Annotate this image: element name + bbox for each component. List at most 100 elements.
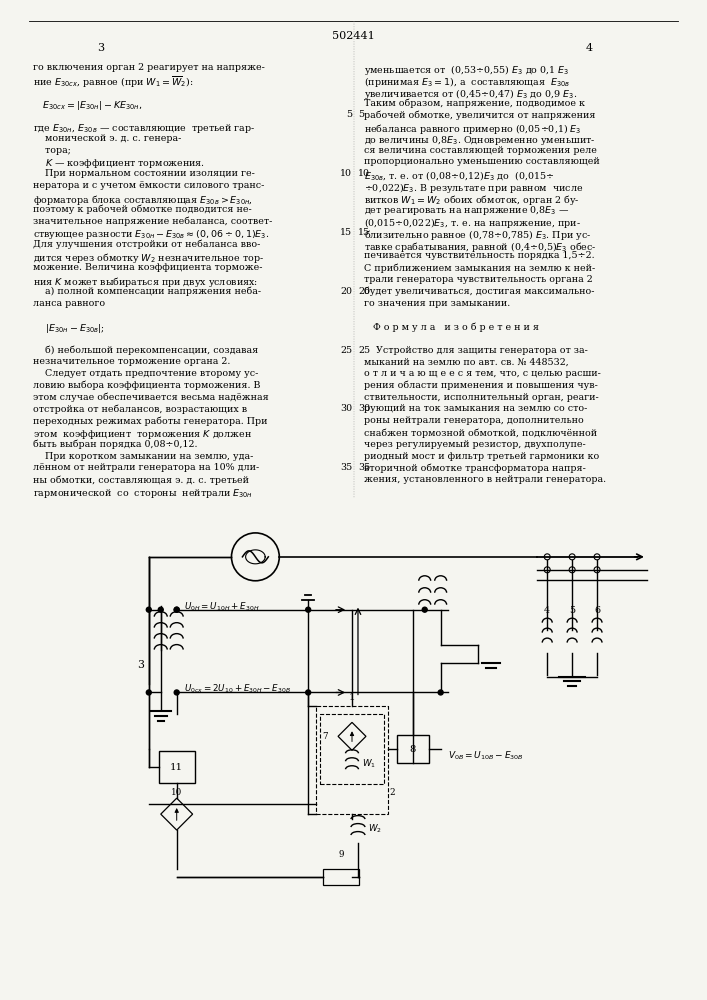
Text: рения области применения и повышения чув-: рения области применения и повышения чув… bbox=[364, 381, 598, 390]
Circle shape bbox=[422, 607, 427, 612]
Text: $E_{30в}$, т. е. от (0,08÷0,12)$E_3$ до  (0,015÷: $E_{30в}$, т. е. от (0,08÷0,12)$E_3$ до … bbox=[364, 169, 554, 182]
Text: этом случае обеспечивается весьма надёжная: этом случае обеспечивается весьма надёжн… bbox=[33, 393, 269, 402]
Text: ния $K$ может выбираться при двух условиях:: ния $K$ может выбираться при двух услови… bbox=[33, 275, 258, 289]
Text: 35: 35 bbox=[340, 463, 352, 472]
Text: Следует отдать предпочтение второму ус-: Следует отдать предпочтение второму ус- bbox=[33, 369, 259, 378]
Text: Для улучшения отстройки от небаланса вво-: Для улучшения отстройки от небаланса вво… bbox=[33, 240, 261, 249]
Circle shape bbox=[305, 690, 310, 695]
Text: $K$ — коэффициент торможения.: $K$ — коэффициент торможения. bbox=[33, 157, 205, 170]
Text: гармонической  со  стороны  нейтрали $E_{30н}$: гармонической со стороны нейтрали $E_{30… bbox=[33, 487, 253, 500]
Text: 30: 30 bbox=[340, 404, 352, 413]
Text: 1: 1 bbox=[349, 693, 355, 702]
Text: незначительное торможение органа 2.: незначительное торможение органа 2. bbox=[33, 357, 230, 366]
Text: 502441: 502441 bbox=[332, 31, 375, 41]
Text: 5: 5 bbox=[358, 110, 364, 119]
Text: отстройка от небалансов, возрастающих в: отстройка от небалансов, возрастающих в bbox=[33, 404, 247, 414]
Text: 8: 8 bbox=[409, 745, 416, 754]
Text: до величины 0,8$E_3$. Одновременно уменьшит-: до величины 0,8$E_3$. Одновременно умень… bbox=[364, 134, 595, 147]
Text: 9: 9 bbox=[338, 850, 344, 859]
Text: близительно равное (0,78÷0,785) $E_3$. При ус-: близительно равное (0,78÷0,785) $E_3$. П… bbox=[364, 228, 591, 242]
Text: 2: 2 bbox=[390, 788, 395, 797]
Text: значительное напряжение небаланса, соответ-: значительное напряжение небаланса, соотв… bbox=[33, 216, 273, 226]
Text: 10: 10 bbox=[171, 788, 182, 797]
Text: 25: 25 bbox=[358, 346, 370, 355]
Text: дится через обмотку $W_2$ незначительное тор-: дится через обмотку $W_2$ незначительное… bbox=[33, 251, 264, 265]
Text: При нормальном состоянии изоляции ге-: При нормальном состоянии изоляции ге- bbox=[33, 169, 255, 178]
Text: форматора блока составляющая $E_{30в} > E_{30н}$,: форматора блока составляющая $E_{30в} > … bbox=[33, 193, 253, 207]
Text: поэтому к рабочей обмотке подводится не-: поэтому к рабочей обмотке подводится не- bbox=[33, 204, 252, 214]
Text: ÷0,022)$E_3$. В результате при равном  числе: ÷0,022)$E_3$. В результате при равном чи… bbox=[364, 181, 583, 195]
Text: ны обмотки, составляющая э. д. с. третьей: ны обмотки, составляющая э. д. с. третье… bbox=[33, 475, 250, 485]
Text: уменьшается от  (0,53÷0,55) $E_3$ до 0,1 $E_3$: уменьшается от (0,53÷0,55) $E_3$ до 0,1 … bbox=[364, 63, 569, 77]
Text: (0,015÷0,022)$E_3$, т. е. на напряжение, при-: (0,015÷0,022)$E_3$, т. е. на напряжение,… bbox=[364, 216, 581, 230]
Text: 11: 11 bbox=[170, 763, 183, 772]
Text: витков $W_1 = W_2$ обоих обмоток, орган 2 бу-: витков $W_1 = W_2$ обоих обмоток, орган … bbox=[364, 193, 580, 207]
Circle shape bbox=[146, 607, 151, 612]
Text: $W_1$: $W_1$ bbox=[362, 757, 376, 770]
Text: ствительности, исполнительный орган, реаги-: ствительности, исполнительный орган, реа… bbox=[364, 393, 599, 402]
Text: б) небольшой перекомпенсации, создавая: б) небольшой перекомпенсации, создавая bbox=[33, 346, 259, 355]
Text: 10: 10 bbox=[358, 169, 370, 178]
Text: роны нейтрали генератора, дополнительно: роны нейтрали генератора, дополнительно bbox=[364, 416, 584, 425]
Text: тавке срабатывания, равной (0,4÷0,5)$E_3$ обес-: тавке срабатывания, равной (0,4÷0,5)$E_3… bbox=[364, 240, 597, 254]
Circle shape bbox=[174, 607, 179, 612]
Text: ние $E_{30cx}$, равное (при $W_1=\overline{W}_2$):: ние $E_{30cx}$, равное (при $W_1=\overli… bbox=[33, 75, 194, 90]
Text: го включения орган 2 реагирует на напряже-: го включения орган 2 реагирует на напряж… bbox=[33, 63, 265, 72]
Circle shape bbox=[146, 690, 151, 695]
Text: этом  коэффициент  торможения $K$ должен: этом коэффициент торможения $K$ должен bbox=[33, 428, 252, 441]
Text: 15: 15 bbox=[358, 228, 370, 237]
Circle shape bbox=[305, 607, 310, 612]
Text: переходных режимах работы генератора. При: переходных режимах работы генератора. Пр… bbox=[33, 416, 268, 426]
Text: $|E_{30н} - E_{30в}|$;: $|E_{30н} - E_{30в}|$; bbox=[33, 322, 105, 335]
Text: дет реагировать на напряжение 0,8$E_3$ —: дет реагировать на напряжение 0,8$E_3$ — bbox=[364, 204, 569, 217]
Text: риодный мост и фильтр третьей гармоники ко: риодный мост и фильтр третьей гармоники … bbox=[364, 452, 600, 461]
Text: пропорционально уменьшению составляющей: пропорционально уменьшению составляющей bbox=[364, 157, 600, 166]
Text: увеличивается от (0,45÷0,47) $E_3$ до 0,9 $E_3$.: увеличивается от (0,45÷0,47) $E_3$ до 0,… bbox=[364, 87, 577, 101]
Text: $U_{0H}=U_{10H}+E_{30H}$: $U_{0H}=U_{10H}+E_{30H}$ bbox=[184, 600, 259, 613]
Text: ся величина составляющей торможения реле: ся величина составляющей торможения реле bbox=[364, 146, 597, 155]
Text: 4: 4 bbox=[544, 606, 550, 615]
Text: (принимая $E_3=1$), а  составляющая  $E_{30в}$: (принимая $E_3=1$), а составляющая $E_{3… bbox=[364, 75, 571, 89]
Text: монической э. д. с. генера-: монической э. д. с. генера- bbox=[33, 134, 182, 143]
Text: можение. Величина коэффициента торможе-: можение. Величина коэффициента торможе- bbox=[33, 263, 263, 272]
Text: через регулируемый резистор, двухполупе-: через регулируемый резистор, двухполупе- bbox=[364, 440, 585, 449]
Text: $U_{0cx}=2U_{10}+E_{30H}-E_{30B}$: $U_{0cx}=2U_{10}+E_{30H}-E_{30B}$ bbox=[184, 683, 291, 695]
Text: $W_2$: $W_2$ bbox=[368, 823, 382, 835]
Text: ствующее разности $E_{30н}-E_{30в}\approx(0,06\div0,1)E_3$.: ствующее разности $E_{30н}-E_{30в}\appro… bbox=[33, 228, 269, 241]
Text: С приближением замыкания на землю к ней-: С приближением замыкания на землю к ней- bbox=[364, 263, 595, 273]
Text: Ф о р м у л а   и з о б р е т е н и я: Ф о р м у л а и з о б р е т е н и я bbox=[364, 322, 539, 332]
Text: 30: 30 bbox=[358, 404, 370, 413]
Text: снабжен тормозной обмоткой, подключённой: снабжен тормозной обмоткой, подключённой bbox=[364, 428, 597, 438]
Text: будет увеличиваться, достигая максимально-: будет увеличиваться, достигая максимальн… bbox=[364, 287, 595, 296]
Text: 20: 20 bbox=[340, 287, 352, 296]
Text: $E_{30cx}=|E_{30н}|-KE_{30н},$: $E_{30cx}=|E_{30н}|-KE_{30н},$ bbox=[33, 99, 143, 112]
Text: где $E_{30н}$, $E_{30в}$ — составляющие  третьей гар-: где $E_{30н}$, $E_{30в}$ — составляющие … bbox=[33, 122, 256, 135]
Text: Таким образом, напряжение, подводимое к: Таким образом, напряжение, подводимое к bbox=[364, 99, 585, 108]
Circle shape bbox=[174, 607, 179, 612]
Text: 6: 6 bbox=[594, 606, 600, 615]
Text: $V_{0B}=U_{10B}-E_{30B}$: $V_{0B}=U_{10B}-E_{30B}$ bbox=[448, 749, 523, 762]
Text: мыканий на землю по авт. св. № 448532,: мыканий на землю по авт. св. № 448532, bbox=[364, 357, 568, 366]
Text: 7: 7 bbox=[322, 732, 328, 741]
Text: го значения при замыкании.: го значения при замыкании. bbox=[364, 299, 510, 308]
Text: трали генератора чувствительность органа 2: трали генератора чувствительность органа… bbox=[364, 275, 592, 284]
Text: 25: 25 bbox=[340, 346, 352, 355]
Text: ловию выбора коэффициента торможения. В: ловию выбора коэффициента торможения. В bbox=[33, 381, 261, 390]
Text: быть выбран порядка 0,08÷0,12.: быть выбран порядка 0,08÷0,12. bbox=[33, 440, 198, 449]
Text: 4: 4 bbox=[585, 43, 592, 53]
Text: 20: 20 bbox=[358, 287, 370, 296]
Text: а) полной компенсации напряжения неба-: а) полной компенсации напряжения неба- bbox=[33, 287, 262, 296]
Text: 35: 35 bbox=[358, 463, 370, 472]
Text: Устройство для защиты генератора от за-: Устройство для защиты генератора от за- bbox=[364, 346, 588, 355]
Text: 3: 3 bbox=[137, 660, 144, 670]
Text: печивается чувствительность порядка 1,5÷2.: печивается чувствительность порядка 1,5÷… bbox=[364, 251, 595, 260]
Circle shape bbox=[158, 607, 163, 612]
Circle shape bbox=[438, 690, 443, 695]
Text: небаланса равного примерно (0,05÷0,1) $E_3$: небаланса равного примерно (0,05÷0,1) $E… bbox=[364, 122, 581, 136]
Text: 3: 3 bbox=[98, 43, 105, 53]
Circle shape bbox=[174, 690, 179, 695]
Text: о т л и ч а ю щ е е с я тем, что, с целью расши-: о т л и ч а ю щ е е с я тем, что, с цель… bbox=[364, 369, 601, 378]
Text: При коротком замыкании на землю, уда-: При коротком замыкании на землю, уда- bbox=[33, 452, 254, 461]
Text: 10: 10 bbox=[340, 169, 352, 178]
Text: жения, установленного в нейтрали генератора.: жения, установленного в нейтрали генерат… bbox=[364, 475, 606, 484]
